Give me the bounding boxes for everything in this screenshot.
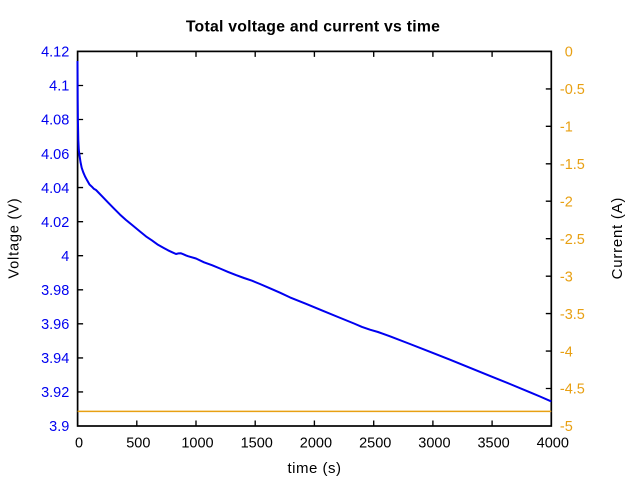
svg-text:4.04: 4.04 — [41, 181, 69, 197]
svg-text:1000: 1000 — [181, 436, 213, 452]
svg-text:3.98: 3.98 — [41, 283, 69, 299]
svg-text:0: 0 — [565, 45, 573, 61]
svg-text:0: 0 — [75, 436, 83, 452]
svg-text:3000: 3000 — [418, 436, 450, 452]
svg-text:4: 4 — [61, 249, 69, 265]
svg-text:-4.5: -4.5 — [560, 382, 585, 398]
svg-text:-4: -4 — [560, 344, 573, 360]
svg-text:4.02: 4.02 — [41, 215, 69, 231]
svg-text:-2.5: -2.5 — [560, 232, 585, 248]
svg-text:4.12: 4.12 — [41, 45, 69, 61]
svg-text:Current (A): Current (A) — [609, 197, 626, 279]
svg-text:-5: -5 — [560, 419, 573, 435]
svg-text:3.96: 3.96 — [41, 317, 69, 333]
svg-text:1500: 1500 — [241, 436, 273, 452]
svg-text:3.94: 3.94 — [41, 351, 69, 367]
svg-text:4.08: 4.08 — [41, 113, 69, 129]
svg-text:3.9: 3.9 — [49, 419, 69, 435]
svg-text:Voltage (V): Voltage (V) — [6, 198, 22, 279]
svg-text:-0.5: -0.5 — [560, 82, 585, 98]
svg-text:500: 500 — [126, 436, 150, 452]
svg-text:time (s): time (s) — [288, 460, 342, 477]
svg-text:4.1: 4.1 — [49, 79, 69, 95]
svg-text:3.92: 3.92 — [41, 385, 69, 401]
svg-text:-1: -1 — [560, 120, 573, 136]
svg-text:-3.5: -3.5 — [560, 307, 585, 323]
svg-text:-3: -3 — [560, 269, 573, 285]
svg-text:3500: 3500 — [477, 436, 509, 452]
svg-text:-1.5: -1.5 — [560, 157, 585, 173]
svg-text:4000: 4000 — [537, 436, 569, 452]
svg-text:2000: 2000 — [300, 436, 332, 452]
svg-text:2500: 2500 — [359, 436, 391, 452]
svg-text:-2: -2 — [560, 194, 573, 210]
svg-text:4.06: 4.06 — [41, 147, 69, 163]
svg-text:Total voltage and current vs t: Total voltage and current vs time — [186, 19, 440, 36]
